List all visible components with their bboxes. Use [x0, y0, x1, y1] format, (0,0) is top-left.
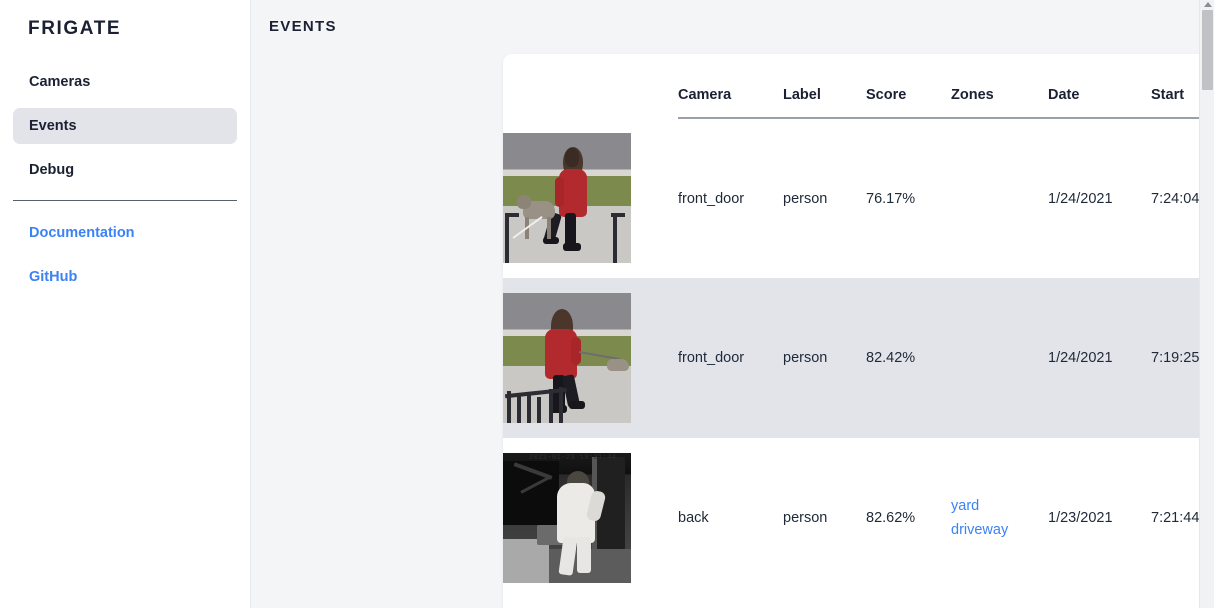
- event-zones: [951, 118, 1048, 278]
- event-camera[interactable]: back: [678, 510, 709, 526]
- sidebar-nav: Cameras Events Debug: [0, 64, 250, 188]
- event-start: 7:21:44 PM: [1151, 510, 1214, 526]
- event-label[interactable]: person: [783, 278, 866, 438]
- event-camera[interactable]: front_door: [678, 278, 783, 438]
- sidebar-item-debug[interactable]: Debug: [29, 162, 75, 178]
- page-title: EVENTS: [269, 18, 337, 35]
- event-camera[interactable]: front_door: [678, 190, 745, 207]
- column-header-zones[interactable]: Zones: [951, 54, 1048, 119]
- column-header-label[interactable]: Label: [783, 54, 866, 119]
- scrollbar-thumb[interactable]: [1202, 10, 1213, 90]
- event-thumbnail-cell[interactable]: [503, 118, 678, 278]
- sidebar: FRIGATE Cameras Events Debug Documentati…: [0, 0, 251, 608]
- column-header-score[interactable]: Score: [866, 54, 951, 119]
- event-start: 7:24:04 AM: [1151, 190, 1214, 207]
- sidebar-divider: [13, 200, 237, 201]
- event-date: 1/24/2021: [1048, 190, 1113, 207]
- dog-figure: [607, 359, 629, 371]
- event-score: 76.17%: [866, 190, 916, 207]
- event-label[interactable]: person: [783, 190, 828, 207]
- events-table: Camera Label Score Zones Date Start End: [503, 54, 1214, 598]
- table-row[interactable]: 2021-01-23 19:21:44 back person 82.62% y…: [503, 438, 1214, 598]
- events-table-header: Camera Label Score Zones Date Start End: [503, 54, 1214, 119]
- event-thumbnail-cell[interactable]: 2021-01-23 19:21:44: [503, 438, 678, 598]
- dog-figure: [523, 201, 555, 219]
- table-row[interactable]: front_door person 76.17% 1/24/2021 7:24:…: [503, 118, 1214, 278]
- table-header-row: Camera Label Score Zones Date Start End: [503, 54, 1214, 119]
- column-header-camera[interactable]: Camera: [678, 54, 783, 119]
- event-thumbnail[interactable]: [503, 293, 631, 423]
- column-header-thumbnail: [503, 54, 678, 118]
- events-card: Camera Label Score Zones Date Start End: [503, 54, 1214, 608]
- railing: [507, 391, 511, 423]
- event-zones: [951, 278, 1048, 438]
- event-thumbnail[interactable]: [503, 133, 631, 263]
- event-zone[interactable]: yard: [951, 498, 980, 514]
- table-row[interactable]: front_door person 82.42% 1/24/2021 7:19:…: [503, 278, 1214, 438]
- event-date: 1/23/2021: [1048, 510, 1113, 526]
- main-content: EVENTS Camera Label Score Zones Date: [251, 0, 1214, 608]
- column-header-date[interactable]: Date: [1048, 54, 1151, 119]
- event-zone[interactable]: driveway: [951, 522, 1009, 538]
- events-table-body: front_door person 76.17% 1/24/2021 7:24:…: [503, 118, 1214, 598]
- sidebar-link-github[interactable]: GitHub: [29, 269, 78, 285]
- thumbnail-timestamp-overlay: 2021-01-23 19:21:44: [529, 454, 617, 462]
- railing: [505, 213, 509, 263]
- page-scrollbar[interactable]: [1199, 0, 1214, 608]
- event-date: 1/24/2021: [1048, 278, 1151, 438]
- sidebar-item-cameras[interactable]: Cameras: [29, 74, 91, 90]
- sidebar-item-events[interactable]: Events: [13, 108, 237, 144]
- event-score: 82.42%: [866, 278, 951, 438]
- sidebar-external-links: Documentation GitHub: [0, 216, 250, 294]
- scroll-up-arrow-icon[interactable]: [1204, 2, 1212, 7]
- sidebar-link-documentation[interactable]: Documentation: [29, 225, 135, 241]
- event-score: 82.62%: [866, 510, 916, 526]
- app-brand-title: FRIGATE: [28, 18, 122, 39]
- event-thumbnail-cell[interactable]: [503, 278, 678, 438]
- event-thumbnail[interactable]: 2021-01-23 19:21:44: [503, 453, 631, 583]
- event-zones: yard driveway: [951, 438, 1048, 598]
- event-label[interactable]: person: [783, 510, 828, 526]
